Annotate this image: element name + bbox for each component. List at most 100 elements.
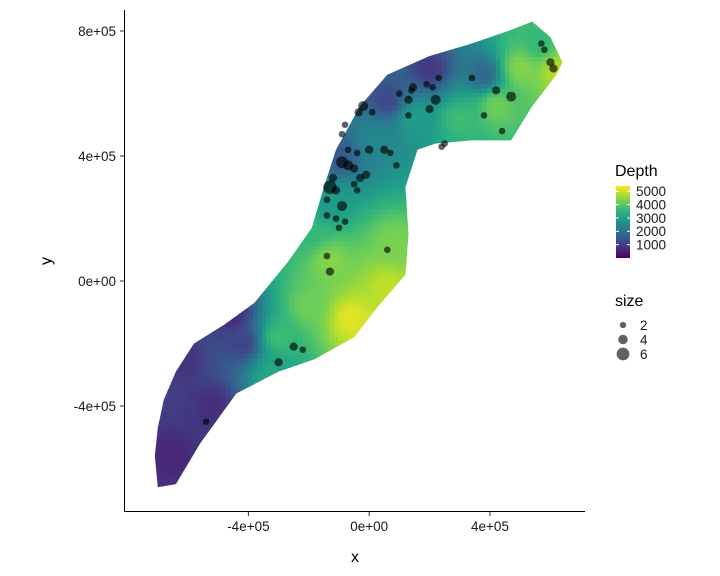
raster-cell (293, 169, 299, 175)
raster-cell (217, 178, 223, 184)
raster-cell (221, 232, 227, 238)
raster-cell (352, 147, 358, 153)
raster-cell (298, 322, 304, 328)
raster-cell (158, 178, 164, 184)
raster-cell (316, 84, 322, 90)
raster-cell (226, 340, 232, 346)
raster-cell (302, 223, 308, 229)
raster-cell (176, 268, 182, 274)
raster-cell (280, 66, 286, 72)
raster-cell (320, 255, 326, 261)
raster-cell (280, 57, 286, 63)
raster-cell (176, 30, 182, 36)
raster-cell (307, 417, 313, 423)
raster-cell (307, 124, 313, 130)
raster-cell (158, 430, 164, 436)
raster-cell (199, 264, 205, 270)
raster-cell (334, 30, 340, 36)
raster-cell (212, 133, 218, 139)
raster-cell (158, 147, 164, 153)
raster-cell (172, 286, 178, 292)
raster-cell (181, 462, 187, 468)
raster-cell (253, 57, 259, 63)
raster-cell (347, 403, 353, 409)
raster-cell (257, 34, 263, 40)
raster-cell (334, 120, 340, 126)
raster-cell (194, 309, 200, 315)
raster-cell (320, 354, 326, 360)
raster-cell (190, 259, 196, 265)
raster-cell (365, 475, 371, 481)
raster-cell (217, 66, 223, 72)
raster-cell (266, 313, 272, 319)
raster-cell (365, 250, 371, 256)
raster-cell (320, 241, 326, 247)
raster-cell (257, 43, 263, 49)
raster-cell (365, 480, 371, 486)
raster-cell (253, 25, 259, 31)
raster-cell (176, 214, 182, 220)
raster-cell (253, 142, 259, 148)
raster-cell (244, 156, 250, 162)
raster-cell (275, 444, 281, 450)
raster-cell (194, 142, 200, 148)
raster-cell (185, 160, 191, 166)
raster-cell (221, 25, 227, 31)
raster-cell (230, 25, 236, 31)
raster-cell (221, 138, 227, 144)
raster-cell (221, 115, 227, 121)
raster-cell (185, 349, 191, 355)
raster-cell (199, 322, 205, 328)
raster-cell (307, 304, 313, 310)
raster-cell (253, 457, 259, 463)
raster-cell (284, 66, 290, 72)
raster-cell (257, 88, 263, 94)
raster-cell (361, 52, 367, 58)
raster-cell (163, 84, 169, 90)
raster-cell (266, 453, 272, 459)
raster-cell (230, 259, 236, 265)
raster-cell (280, 111, 286, 117)
raster-cell (199, 457, 205, 463)
raster-cell (307, 232, 313, 238)
raster-cell (280, 412, 286, 418)
raster-cell (172, 250, 178, 256)
raster-cell (199, 214, 205, 220)
raster-cell (154, 151, 160, 157)
raster-cell (194, 421, 200, 427)
raster-cell (365, 286, 371, 292)
raster-cell (235, 151, 241, 157)
raster-cell (361, 421, 367, 427)
raster-cell (334, 178, 340, 184)
raster-cell (239, 327, 245, 333)
raster-cell (271, 210, 277, 216)
raster-cell (230, 331, 236, 337)
raster-cell (307, 48, 313, 54)
raster-cell (316, 282, 322, 288)
raster-cell (163, 367, 169, 373)
raster-cell (262, 115, 268, 121)
raster-cell (329, 439, 335, 445)
raster-cell (221, 277, 227, 283)
raster-cell (199, 309, 205, 315)
raster-cell (365, 133, 371, 139)
raster-cell (226, 66, 232, 72)
raster-cell (226, 385, 232, 391)
raster-cell (221, 295, 227, 301)
raster-cell (338, 345, 344, 351)
raster-cell (253, 322, 259, 328)
raster-cell (334, 354, 340, 360)
raster-cell (230, 79, 236, 85)
raster-cell (361, 187, 367, 193)
raster-cell (235, 430, 241, 436)
raster-cell (298, 408, 304, 414)
raster-cell (194, 25, 200, 31)
raster-cell (208, 57, 214, 63)
raster-cell (271, 363, 277, 369)
raster-cell (280, 367, 286, 373)
raster-cell (293, 475, 299, 481)
raster-cell (203, 448, 209, 454)
raster-cell (239, 210, 245, 216)
raster-cell (203, 66, 209, 72)
raster-cell (154, 268, 160, 274)
